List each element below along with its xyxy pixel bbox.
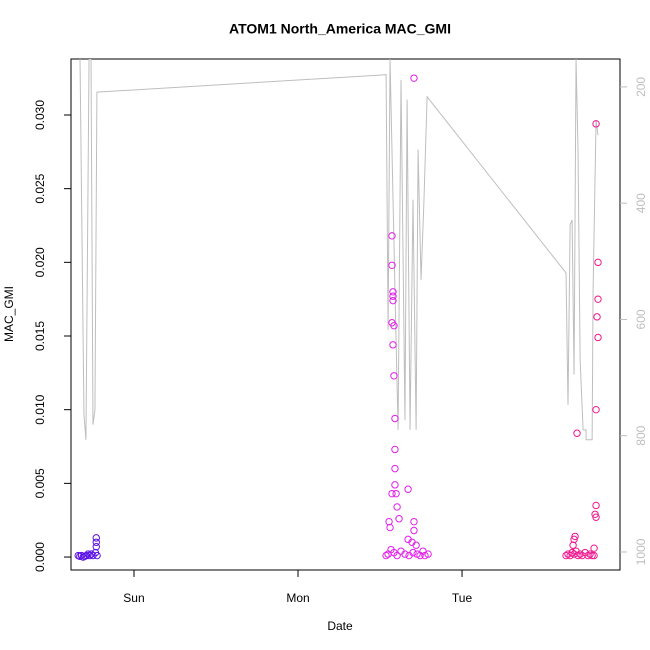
point (588, 551, 596, 560)
y2-tick-label: 400 (634, 193, 648, 213)
point (594, 258, 602, 267)
point (590, 544, 598, 552)
point (391, 414, 399, 423)
point (410, 526, 418, 535)
point (388, 261, 396, 269)
point (401, 550, 409, 558)
point (562, 551, 570, 560)
y-tick-label: 0.005 (33, 468, 47, 498)
point (592, 405, 600, 414)
point (574, 551, 582, 560)
point (390, 372, 398, 380)
point (85, 551, 94, 560)
point (590, 551, 598, 560)
point (594, 333, 602, 342)
point (393, 551, 401, 560)
point (390, 321, 398, 330)
point (84, 550, 92, 558)
point (569, 541, 577, 549)
x-tick-label: Mon (286, 591, 309, 605)
point (389, 288, 397, 296)
y-tick-label: 0.015 (33, 321, 47, 351)
point (592, 120, 600, 128)
point (576, 550, 584, 558)
point (410, 517, 418, 526)
point (594, 295, 602, 303)
y-axis-label: MAC_GMI (2, 286, 16, 342)
point (424, 550, 432, 558)
y-tick-label: 0.030 (33, 100, 47, 130)
plot-area (74, 59, 602, 561)
point (568, 548, 576, 557)
point (391, 445, 399, 454)
point (392, 489, 400, 498)
y-tick-label: 0.025 (33, 173, 47, 203)
chart-title: ATOM1 North_America MAC_GMI (229, 21, 451, 37)
point (592, 513, 600, 521)
y2-tick-label: 600 (634, 309, 648, 329)
point (93, 551, 101, 560)
point (386, 523, 394, 532)
point (412, 541, 420, 549)
point (395, 515, 403, 523)
y-tick-label: 0.000 (33, 542, 47, 572)
point (391, 481, 399, 489)
y-tick-label: 0.020 (33, 247, 47, 277)
y2-tick-label: 200 (634, 77, 648, 97)
point (593, 313, 601, 321)
line (79, 59, 599, 441)
y-tick-label: 0.010 (33, 394, 47, 424)
point (573, 429, 581, 437)
point (404, 485, 412, 493)
point (92, 543, 100, 551)
point (389, 292, 397, 300)
y2-tick-label: 800 (634, 425, 648, 445)
point (409, 548, 417, 557)
point (410, 74, 418, 82)
x-tick-label: Sun (123, 591, 144, 605)
point (92, 534, 100, 542)
x-axis-label: Date (327, 619, 353, 633)
point (592, 501, 600, 510)
point (92, 538, 100, 546)
point (388, 489, 396, 498)
point (393, 503, 401, 511)
point (389, 296, 397, 305)
y2-tick-label: 1000 (634, 538, 648, 565)
plot-frame (70, 58, 621, 571)
point (389, 341, 397, 349)
point (382, 551, 390, 560)
point (391, 464, 399, 473)
x-tick-label: Tue (452, 591, 473, 605)
point (586, 550, 594, 558)
point (388, 232, 396, 240)
